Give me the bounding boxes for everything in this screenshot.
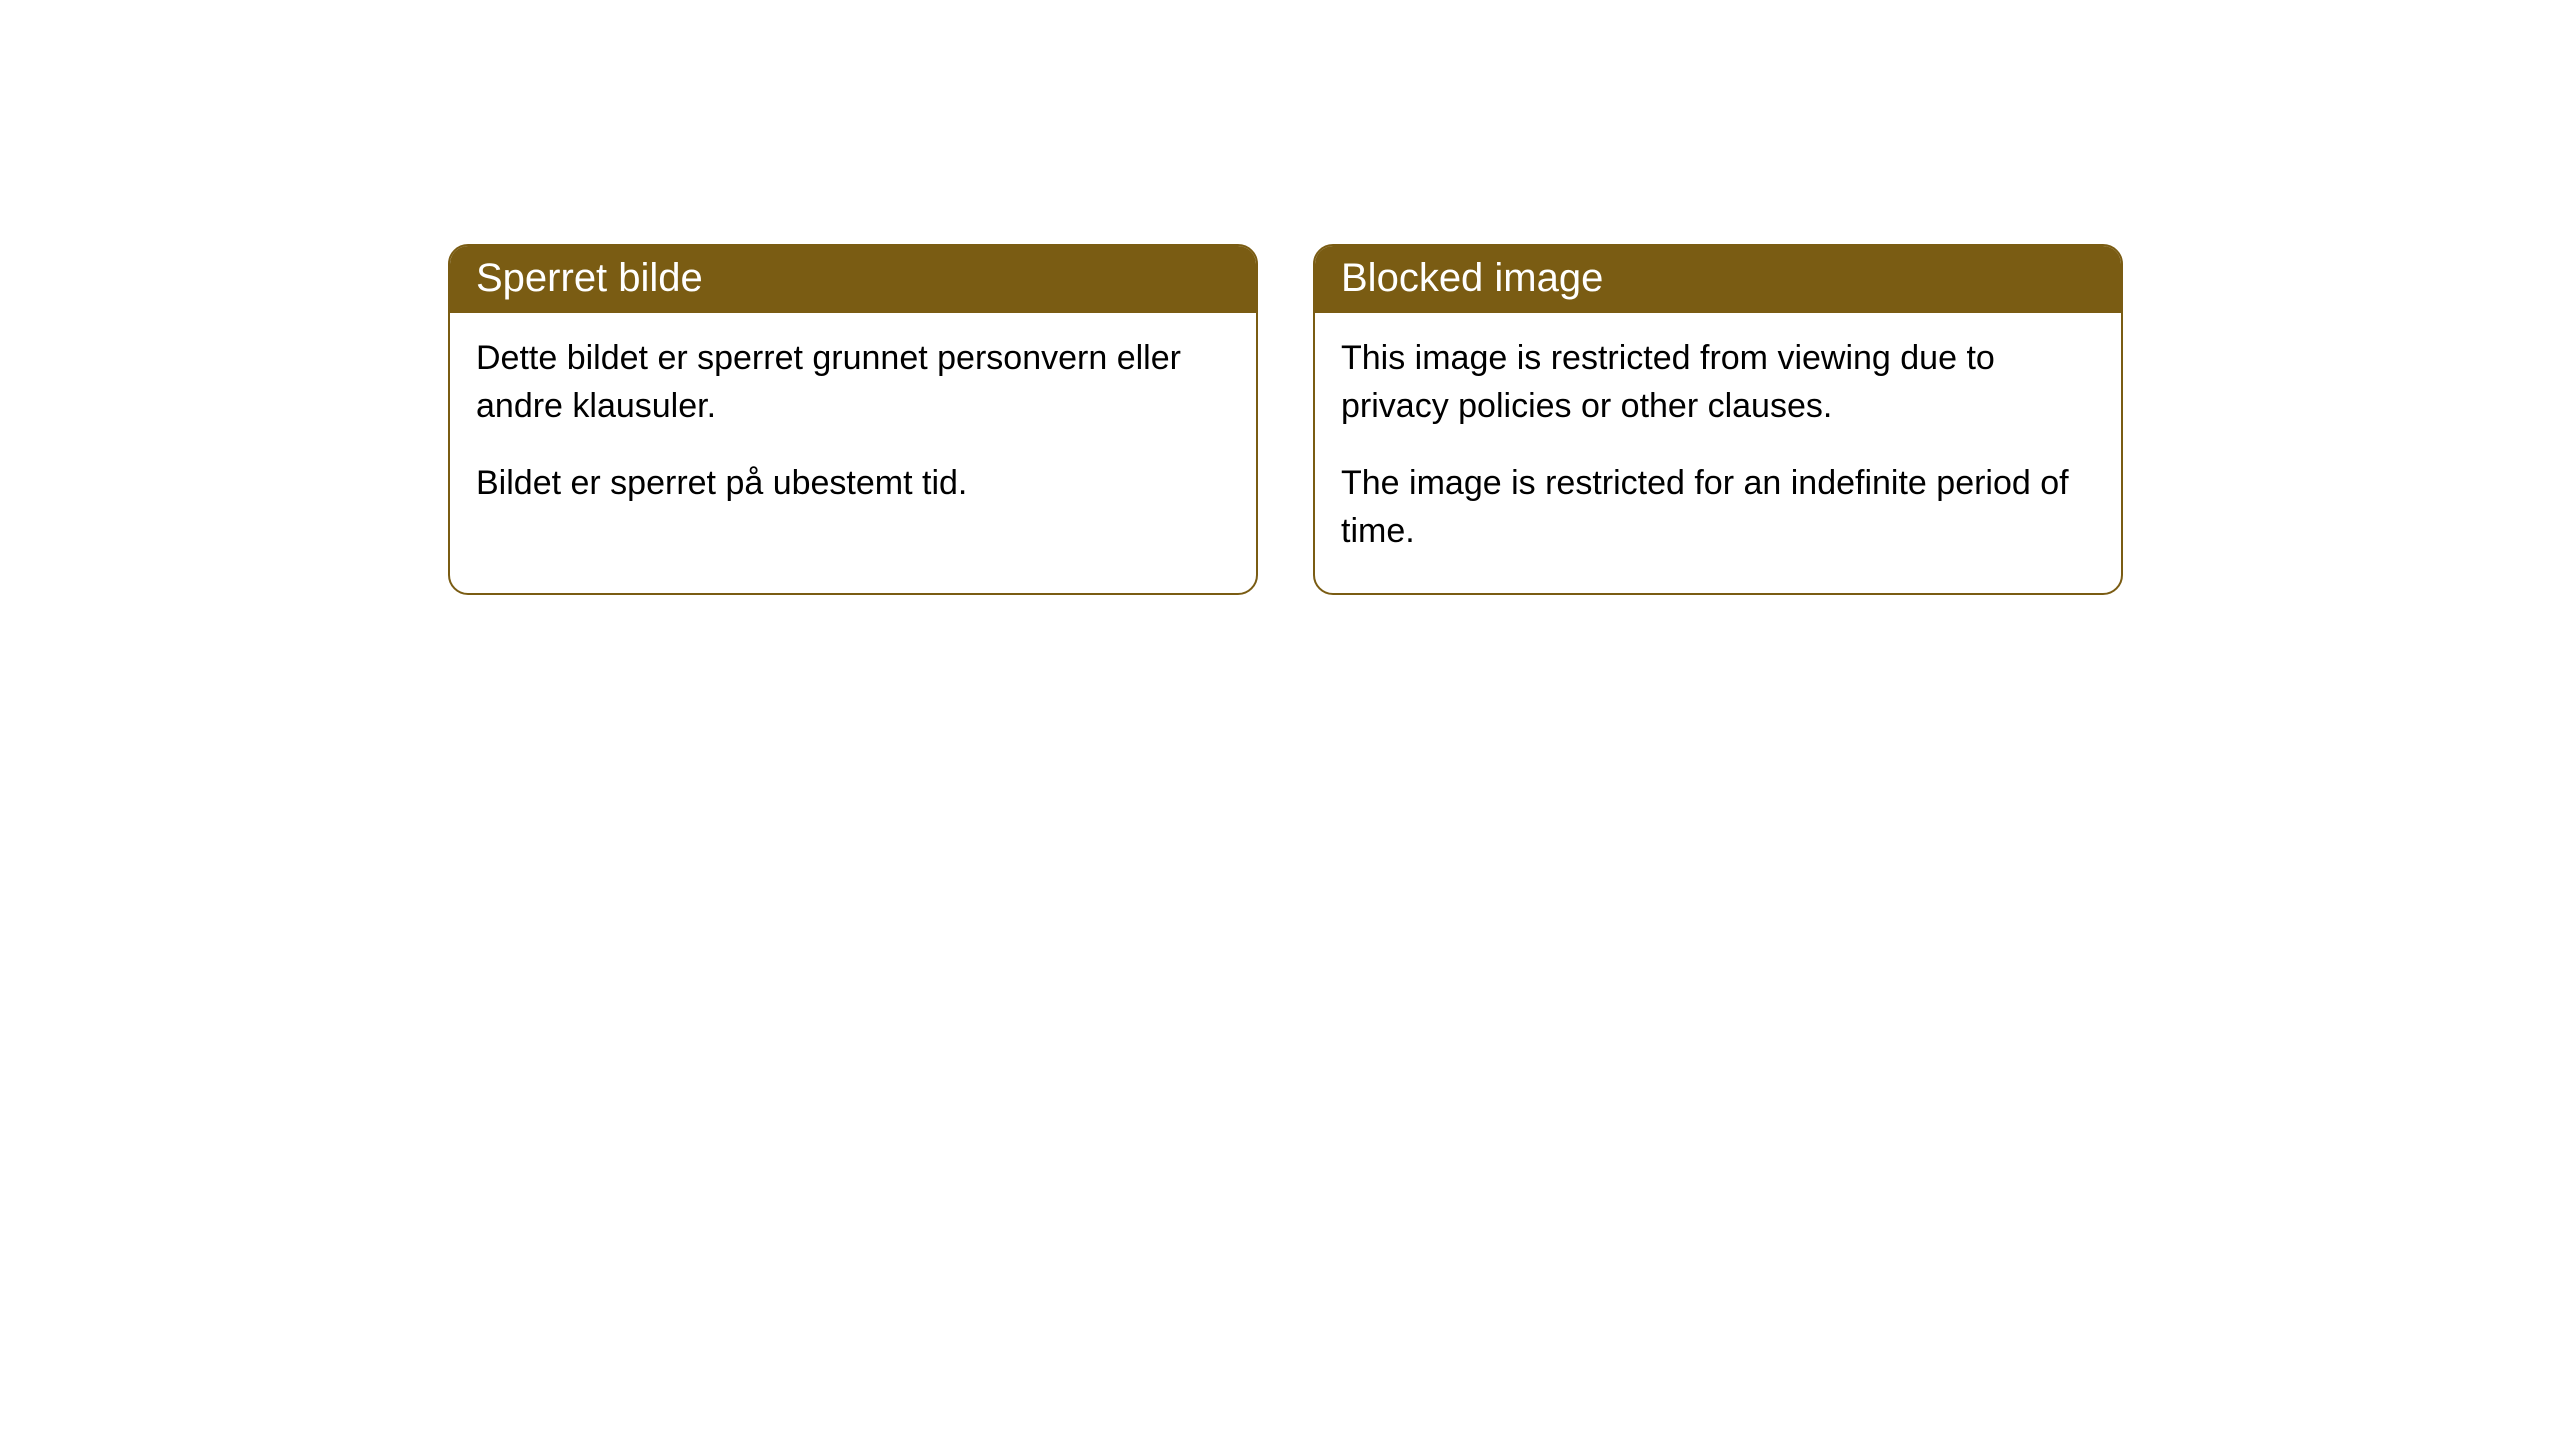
card-body-english: This image is restricted from viewing du… — [1315, 313, 2121, 593]
card-paragraph: Bildet er sperret på ubestemt tid. — [476, 460, 1230, 508]
card-header-english: Blocked image — [1315, 246, 2121, 313]
notice-card-norwegian: Sperret bilde Dette bildet er sperret gr… — [448, 244, 1258, 595]
card-paragraph: The image is restricted for an indefinit… — [1341, 460, 2095, 555]
notice-card-english: Blocked image This image is restricted f… — [1313, 244, 2123, 595]
card-paragraph: This image is restricted from viewing du… — [1341, 335, 2095, 430]
notice-container: Sperret bilde Dette bildet er sperret gr… — [448, 244, 2123, 595]
card-title: Sperret bilde — [476, 256, 703, 300]
card-header-norwegian: Sperret bilde — [450, 246, 1256, 313]
card-title: Blocked image — [1341, 256, 1603, 300]
card-paragraph: Dette bildet er sperret grunnet personve… — [476, 335, 1230, 430]
card-body-norwegian: Dette bildet er sperret grunnet personve… — [450, 313, 1256, 546]
